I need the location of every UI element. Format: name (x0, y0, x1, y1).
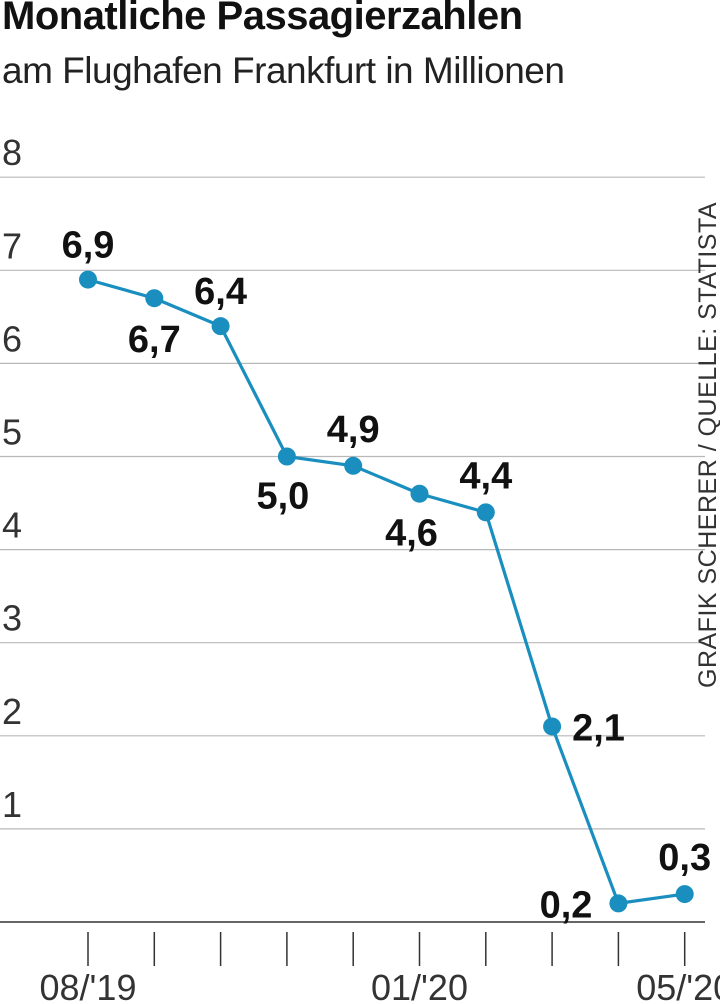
data-label: 6,9 (62, 225, 115, 267)
data-point (79, 270, 97, 289)
data-label: 6,7 (128, 319, 181, 361)
x-tick-label: 01/'20 (371, 967, 468, 1004)
data-point (543, 717, 562, 736)
data-point (476, 503, 495, 522)
y-tick-label: 8 (2, 132, 22, 173)
source-credit: GRAFIK SCHERER / QUELLE: STATISTA (694, 202, 720, 688)
data-label: 4,9 (327, 409, 380, 451)
data-point (609, 894, 628, 913)
data-point (277, 447, 296, 466)
data-label: 2,1 (572, 707, 625, 749)
chart-title: Monatliche Passagierzahlen (2, 0, 523, 38)
data-point (145, 289, 164, 308)
x-tick-label: 05/'20 (636, 967, 720, 1004)
y-tick-label: 4 (2, 505, 22, 546)
y-tick-label: 7 (2, 225, 22, 266)
data-point (675, 885, 694, 904)
data-label: 0,2 (540, 884, 593, 926)
y-tick-label: 3 (2, 598, 22, 639)
y-tick-label: 1 (2, 784, 22, 825)
data-label: 4,6 (385, 513, 438, 555)
data-label: 6,4 (194, 271, 247, 313)
data-point (344, 456, 363, 475)
data-label: 0,3 (658, 837, 711, 879)
chart-subtitle: am Flughafen Frankfurt in Millionen (2, 50, 565, 91)
x-tick-label: 08/'19 (40, 967, 137, 1004)
y-tick-label: 5 (2, 412, 22, 453)
data-label: 5,0 (256, 476, 309, 518)
data-point (211, 317, 230, 336)
data-point (410, 484, 429, 503)
series-line (87, 278, 685, 905)
data-label: 4,4 (459, 455, 512, 497)
y-tick-label: 2 (2, 691, 22, 732)
y-tick-label: 6 (2, 318, 22, 359)
